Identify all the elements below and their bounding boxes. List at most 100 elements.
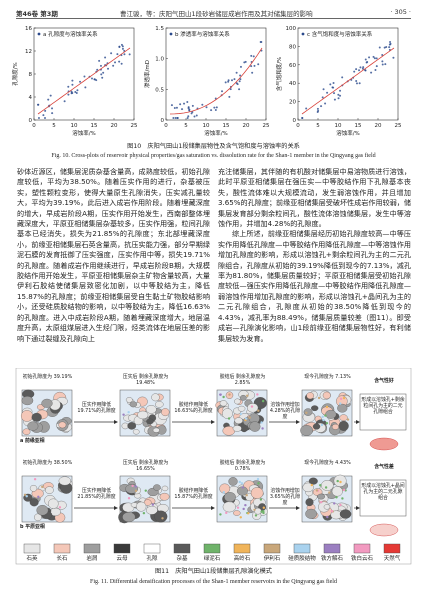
cement — [305, 411, 308, 414]
scatter-point — [175, 106, 178, 109]
cement — [342, 396, 346, 400]
scatter-point — [388, 43, 391, 46]
grain — [125, 397, 133, 403]
cement — [320, 500, 323, 504]
grain — [338, 420, 349, 431]
cement — [324, 486, 328, 489]
process-label: 胶结作用降低 15.87%的孔隙度 — [174, 488, 213, 500]
legend-swatch — [113, 543, 131, 554]
scatter-point — [355, 80, 358, 83]
scatter-point — [195, 114, 198, 117]
scatter-point — [71, 83, 74, 86]
scatter-point — [121, 45, 124, 48]
legend-swatch — [293, 543, 311, 554]
x-tick-label: 0 — [296, 123, 300, 129]
cement — [144, 489, 147, 492]
scatter-point — [374, 69, 377, 72]
scatter-point — [121, 47, 124, 50]
gas-icon — [369, 523, 399, 537]
cement — [239, 516, 242, 519]
y-tick-label: 80 — [289, 44, 296, 50]
legend-label: 硅质胶结物 — [288, 554, 316, 562]
scatter-point — [221, 90, 224, 93]
scatter-point — [358, 69, 361, 72]
scatter-point — [243, 61, 246, 64]
assemblage-label: 形成以溶蚀孔+剩余粒间孔为主的二元孔隙组合 — [361, 397, 405, 415]
scatter-point — [252, 55, 255, 58]
scatter-point — [324, 102, 327, 105]
scatter-point — [90, 77, 93, 80]
scatter-point — [384, 63, 387, 66]
arrow-head — [211, 506, 215, 510]
scatter-point — [114, 61, 117, 64]
cement — [248, 416, 251, 419]
scatter-point — [373, 57, 376, 60]
caption: 图10 庆阳气田山1段储集层物性及含气饱和度与溶蚀率的关系 — [127, 143, 300, 150]
scatter-point — [37, 117, 40, 119]
grain — [247, 403, 259, 413]
caption-en: Fig. 11. Differential densification proc… — [90, 579, 337, 585]
cement — [326, 515, 329, 519]
scatter-point — [329, 83, 332, 86]
state-label: 压实后 剩余孔隙度为 19.48% — [122, 374, 169, 386]
cement — [325, 421, 329, 425]
cement — [259, 498, 263, 501]
cement — [330, 510, 334, 513]
cement — [219, 393, 222, 396]
scatter-point — [259, 41, 262, 43]
y-tick-label: 0 — [293, 118, 297, 124]
y-axis-label: 渗透率/mD — [143, 60, 151, 88]
plot-frame — [165, 27, 267, 121]
scatter-point — [333, 98, 336, 101]
grain — [325, 409, 337, 419]
cement — [37, 495, 40, 499]
y-tick-label: 20 — [289, 100, 296, 106]
grain — [29, 485, 38, 492]
cement — [261, 399, 265, 403]
scatter-point — [326, 91, 329, 94]
scatter-point — [191, 104, 194, 107]
y-tick-label: 60 — [289, 63, 296, 69]
cement — [335, 496, 338, 499]
grain — [145, 405, 157, 414]
scatter-point — [322, 88, 325, 91]
scatter-point — [250, 54, 253, 57]
grain — [29, 498, 39, 507]
legend-label: a 孔隙度与溶蚀率关系 — [43, 30, 98, 38]
cement — [247, 512, 250, 515]
scatter-point — [339, 89, 342, 92]
grain — [136, 501, 147, 512]
scatter-point — [179, 103, 182, 106]
paragraph: 充注储集层，其伴随的有机酸对储集层中易溶物质进行溶蚀，此时平原亚相储集层在强压实… — [218, 167, 411, 229]
scatter-point — [101, 76, 104, 79]
cement — [324, 414, 327, 417]
grain — [127, 422, 137, 430]
cement — [310, 483, 314, 487]
scatter-point — [205, 106, 208, 109]
scatter-point — [383, 46, 386, 49]
grain — [233, 510, 241, 516]
y-tick-label: 40 — [289, 81, 296, 87]
cement — [256, 477, 260, 481]
cement — [58, 506, 62, 509]
cement — [23, 493, 27, 496]
cement — [242, 507, 245, 511]
cement — [317, 396, 321, 400]
y-tick-label: 1.5 — [155, 26, 164, 32]
legend-swatch — [383, 543, 401, 554]
grain — [222, 501, 236, 513]
cement — [122, 413, 125, 416]
grain — [339, 414, 348, 421]
page-number: · 305 · — [390, 8, 411, 16]
y-tick-label: 0 — [29, 118, 33, 124]
scatter-point — [67, 85, 70, 88]
cement — [262, 506, 266, 509]
state-label: 初始孔隙度为 38.50% — [22, 460, 73, 466]
caption: 图11 庆阳气田山1段储集层孔隙演化模式 — [155, 568, 272, 575]
grain — [34, 513, 42, 522]
scatter-point — [176, 117, 179, 119]
left-column: 砂体近源区，储集层泥质杂基含量高，成熟度较低，初始孔隙度较低，平均为38.50%… — [17, 167, 210, 344]
cement — [134, 485, 137, 488]
grain — [153, 484, 161, 491]
grain — [322, 391, 331, 400]
